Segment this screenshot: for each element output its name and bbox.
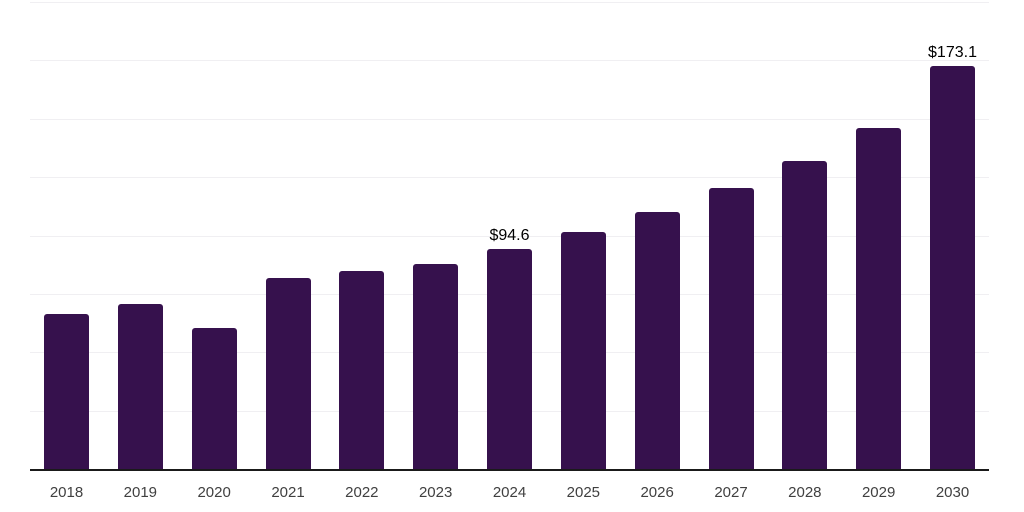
bar-2026 xyxy=(634,211,680,470)
bar-2030 xyxy=(930,65,975,470)
bar-2023 xyxy=(413,263,459,470)
x-tick-label-2027: 2027 xyxy=(714,484,748,501)
x-tick-label-2018: 2018 xyxy=(49,484,84,501)
x-tick-label-2029: 2029 xyxy=(861,484,896,501)
bar-2019 xyxy=(117,304,163,470)
bar-2028 xyxy=(782,160,828,470)
x-tick-label-2028: 2028 xyxy=(788,484,822,501)
x-tick-label-2024: 2024 xyxy=(492,484,527,501)
bar-2020 xyxy=(191,327,237,470)
bar-2022 xyxy=(339,271,385,470)
gridline-100 xyxy=(30,235,989,237)
x-axis-line xyxy=(30,469,989,471)
gridline-125 xyxy=(30,177,989,179)
x-tick-label-2026: 2026 xyxy=(640,484,674,501)
bar-2018 xyxy=(44,314,89,470)
bar-2024 xyxy=(487,249,532,470)
plot-area: $94.6 $173.1 xyxy=(30,2,989,470)
gridline-200 xyxy=(30,2,989,3)
x-tick-label-2022: 2022 xyxy=(345,484,379,501)
x-tick-label-2030: 2030 xyxy=(935,484,970,501)
x-tick-label-2023: 2023 xyxy=(418,484,453,501)
x-tick-label-2021: 2021 xyxy=(271,484,305,501)
x-tick-label-2025: 2025 xyxy=(566,484,601,501)
gridline-175 xyxy=(30,60,989,62)
bar-2025 xyxy=(560,231,606,470)
data-label-2024: $94.6 xyxy=(489,227,530,245)
gridline-150 xyxy=(30,118,989,120)
data-label-2030: $173.1 xyxy=(928,43,977,61)
x-tick-label-2019: 2019 xyxy=(123,484,158,501)
bar-2029 xyxy=(856,127,902,470)
bar-2021 xyxy=(265,277,311,470)
x-tick-label-2020: 2020 xyxy=(197,484,231,501)
bar-2027 xyxy=(708,187,754,470)
